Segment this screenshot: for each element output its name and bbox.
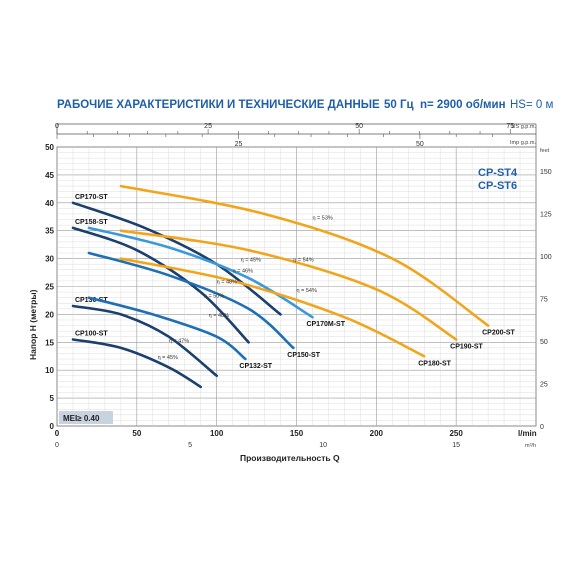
efficiency-label: η = 53% — [312, 216, 332, 222]
curve-label-cp170-st: CP170-ST — [75, 194, 108, 201]
feet-tick-label: 50 — [540, 339, 548, 346]
x-tick-label: 50 — [132, 429, 141, 438]
curve-cp100-st — [71, 338, 202, 389]
us-gpm-tick-label: 50 — [355, 123, 363, 130]
y-tick-label: 40 — [45, 199, 54, 208]
grid — [56, 146, 537, 427]
curve-cp170-st — [71, 201, 282, 316]
feet-tick-label: 100 — [540, 254, 552, 261]
curve-label-cp132-st: CP132-ST — [239, 363, 272, 370]
us-gpm-tick-label: 0 — [55, 123, 59, 130]
feet-tick-label: 0 — [540, 424, 544, 431]
curve-label-cp190-st: CP190-ST — [450, 344, 483, 351]
curve-cp132-st — [87, 296, 247, 361]
curve-label-cp170m-st: CP170M-ST — [306, 321, 345, 328]
curve-label-cp150-st: CP150-ST — [287, 352, 320, 359]
curve-label-cp100-st: CP100-ST — [75, 331, 108, 338]
curve-cp158-st — [71, 226, 250, 344]
us-gpm-tick-label: 25 — [204, 123, 212, 130]
m3h-unit: m³/h — [525, 443, 536, 449]
feet-tick-label: 125 — [540, 211, 552, 218]
feet-tick-label: 75 — [540, 296, 548, 303]
curve-cp130-st — [71, 304, 218, 378]
feet-tick-label: 25 — [540, 381, 548, 388]
x-tick-label: 0 — [55, 429, 60, 438]
y-tick-label: 35 — [45, 227, 54, 236]
m3h-tick-label: 0 — [55, 442, 59, 449]
imp-gpm-unit: Imp g.p.m. — [510, 140, 536, 146]
efficiency-labels: η = 45% η = 47% η = 48% η = 50% η = 48% η = 4… — [158, 216, 333, 362]
m3h-tick-label: 10 — [319, 442, 327, 449]
x-tick-label: 150 — [290, 429, 304, 438]
curve-cp190-st — [119, 229, 458, 341]
us-gpm-unit: US g.p.m. — [512, 124, 537, 130]
y-tick-label: 25 — [45, 283, 54, 292]
x-axis-label: Производительность Q — [240, 453, 340, 463]
mei-label: MEI≥ 0.40 — [63, 414, 100, 423]
efficiency-label: η = 45% — [158, 355, 178, 361]
x-axis-unit: l/min — [518, 429, 537, 438]
m3h-tick-label: 15 — [452, 442, 460, 449]
us-gpm-tick-label: 75 — [506, 123, 514, 130]
curve-label-cp130-st: CP130-ST — [75, 297, 108, 304]
efficiency-label: η = 48% — [217, 280, 237, 286]
curve-label-cp158-st: CP158-ST — [75, 219, 108, 226]
curve-cp170m-st — [87, 226, 314, 319]
efficiency-label: η = 46% — [233, 269, 253, 275]
efficiency-label: η = 50% — [204, 294, 224, 300]
y-tick-label: 10 — [45, 366, 54, 375]
curve-cp200-st — [119, 184, 490, 327]
y-tick-label: 0 — [50, 422, 55, 431]
model-label-st4: CP-ST4 — [478, 167, 518, 179]
curve-label-cp200-st: CP200-ST — [482, 330, 515, 337]
speed-label: n= 2900 об/мин — [420, 99, 506, 111]
y-tick-label: 20 — [45, 310, 54, 319]
curve-cp150-st — [87, 251, 295, 350]
pump-curves: CP100-ST CP130-ST CP158-ST CP170-ST CP132-ST… — [71, 184, 516, 389]
efficiency-label: η = 47% — [169, 338, 189, 344]
frequency-label: 50 Гц — [384, 99, 414, 111]
x-tick-label: 200 — [370, 429, 384, 438]
feet-tick-label: 150 — [540, 169, 552, 176]
y-tick-label: 5 — [50, 394, 55, 403]
feet-unit: feet — [540, 148, 550, 154]
y-tick-label: 45 — [45, 171, 54, 180]
curve-label-cp180-st: CP180-ST — [418, 360, 451, 367]
x-tick-label: 100 — [210, 429, 224, 438]
y-tick-label: 15 — [45, 338, 54, 347]
efficiency-label: η = 48% — [209, 313, 229, 319]
x-tick-label: 250 — [449, 429, 463, 438]
imp-gpm-tick-label: 50 — [416, 141, 424, 148]
model-label-st6: CP-ST6 — [478, 180, 517, 192]
y-tick-label: 50 — [45, 143, 54, 152]
efficiency-label: η = 54% — [297, 288, 317, 294]
hs-label: HS= 0 м — [510, 99, 553, 111]
efficiency-label: η = 54% — [293, 257, 313, 263]
y-tick-label: 30 — [45, 255, 54, 264]
page-title: РАБОЧИЕ ХАРАКТЕРИСТИКИ И ТЕХНИЧЕСКИЕ ДАН… — [57, 99, 380, 111]
mei-box — [59, 411, 113, 424]
m3h-tick-label: 5 — [188, 442, 192, 449]
y-axis-label: Напор H (метры) — [28, 289, 38, 360]
curve-cp180-st — [119, 257, 426, 358]
imp-gpm-tick-label: 25 — [235, 141, 243, 148]
efficiency-label: η = 45% — [241, 257, 261, 263]
